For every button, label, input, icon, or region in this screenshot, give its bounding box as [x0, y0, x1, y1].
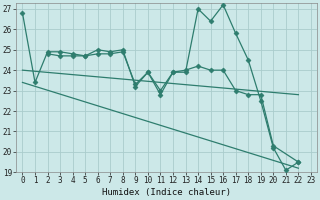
X-axis label: Humidex (Indice chaleur): Humidex (Indice chaleur) [102, 188, 231, 197]
